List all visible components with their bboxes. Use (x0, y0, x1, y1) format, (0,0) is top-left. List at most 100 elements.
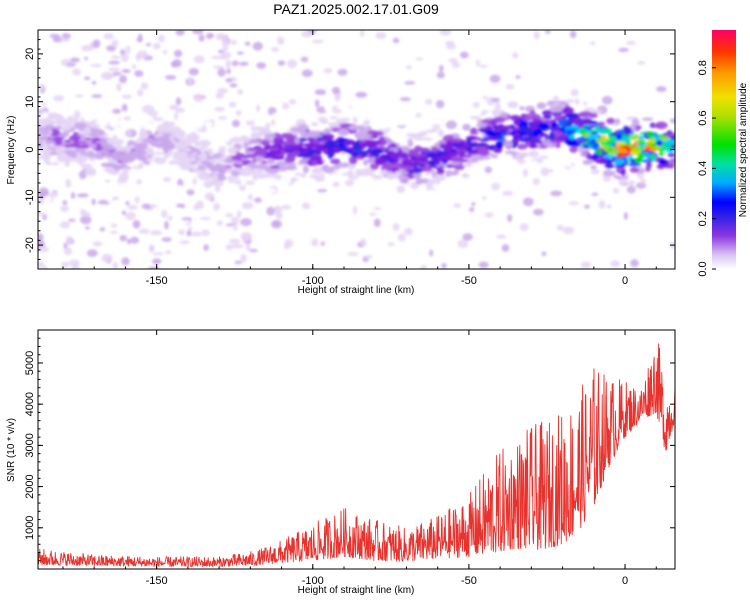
heatmap-cell (457, 239, 469, 249)
heatmap-cell (270, 165, 280, 169)
heatmap-cell (233, 226, 238, 231)
heatmap-cell (359, 150, 367, 154)
heatmap-cell (462, 143, 472, 148)
heatmap-cell (138, 228, 150, 234)
heatmap-cell (363, 255, 373, 259)
heatmap-cell (372, 175, 383, 180)
heatmap-cell (241, 233, 250, 243)
heatmap-cell (517, 143, 528, 150)
heatmap-cell (562, 107, 574, 114)
heatmap-cell (250, 165, 261, 169)
heatmap-cell (502, 190, 514, 196)
heatmap-cell (552, 95, 560, 101)
heatmap-cell (509, 114, 521, 121)
heatmap-cell (201, 229, 210, 237)
heatmap-cell (240, 155, 250, 159)
heatmap-cell (436, 167, 445, 176)
heatmap-cell (574, 98, 580, 106)
heatmap-cell (175, 97, 182, 106)
heatmap-cell (366, 202, 376, 211)
heatmap-cell (596, 138, 604, 144)
heatmap-cell (267, 147, 275, 151)
heatmap-cell (339, 123, 352, 128)
heatmap-cell (647, 139, 655, 144)
heatmap-cell (205, 148, 214, 153)
heatmap-cell (217, 49, 225, 54)
heatmap-cell (476, 122, 488, 128)
heatmap-cell (389, 143, 397, 147)
heatmap-cell (484, 212, 494, 218)
heatmap-cell (112, 261, 119, 269)
heatmap-cell (629, 167, 639, 173)
heatmap-cell (49, 33, 61, 38)
spectrogram-y-ticks: -20 -10 0 10 20 (24, 29, 675, 270)
heatmap-cell (162, 121, 168, 129)
heatmap-cell (201, 124, 207, 133)
heatmap-cell (81, 45, 93, 52)
heatmap-cell (590, 165, 597, 170)
heatmap-cell (125, 201, 130, 206)
heatmap-cell (204, 121, 213, 128)
heatmap-cell (268, 177, 277, 185)
heatmap-cell (371, 149, 382, 154)
heatmap-cell (288, 99, 297, 105)
heatmap-cell (161, 237, 172, 242)
heatmap-cell (264, 151, 276, 157)
heatmap-cell (85, 200, 92, 205)
heatmap-cell (532, 208, 544, 216)
heatmap-cell (300, 56, 309, 63)
heatmap-cell (373, 218, 381, 228)
heatmap-cell (536, 102, 547, 110)
heatmap-cell (61, 33, 72, 39)
heatmap-cell (469, 131, 480, 135)
heatmap-cell (669, 158, 675, 162)
heatmap-cell (139, 132, 146, 138)
heatmap-cell (191, 231, 203, 237)
colorbar-tick-label: 0.8 (697, 60, 709, 75)
heatmap-cell (323, 106, 332, 111)
heatmap-cell (193, 169, 201, 174)
heatmap-cell (99, 149, 108, 154)
heatmap-cell (405, 194, 419, 202)
heatmap-cell (387, 117, 400, 124)
heatmap-cell (121, 240, 127, 249)
heatmap-cell (106, 204, 115, 213)
heatmap-cell (471, 153, 481, 162)
heatmap-cell (495, 234, 507, 239)
heatmap-cell (519, 132, 528, 136)
spectrogram-x-label: Height of straight line (km) (298, 285, 415, 296)
heatmap-cell (399, 170, 409, 176)
heatmap-cell (131, 151, 138, 156)
heatmap-cell (123, 116, 131, 121)
heatmap-cell (91, 198, 96, 206)
heatmap-cell (265, 123, 271, 128)
heatmap-cell (328, 122, 338, 128)
heatmap-cell (152, 258, 162, 265)
colorbar-gradient (712, 30, 736, 269)
heatmap-cell (657, 163, 667, 168)
heatmap-cell (651, 181, 660, 188)
heatmap-cell (645, 165, 651, 172)
heatmap-cell (320, 241, 325, 246)
heatmap-cell (114, 153, 127, 158)
heatmap-cell (77, 154, 89, 163)
heatmap-cell (447, 161, 461, 166)
heatmap-cell (650, 154, 657, 161)
heatmap-cell (358, 127, 367, 135)
heatmap-cell (533, 129, 543, 134)
heatmap-cell (469, 128, 478, 133)
heatmap-cell (170, 60, 179, 68)
heatmap-cell (591, 192, 599, 196)
heatmap-cell (339, 146, 348, 151)
heatmap-cell (115, 150, 124, 154)
snr-frame (37, 329, 676, 570)
heatmap-cell (609, 108, 622, 115)
heatmap-cell (122, 167, 130, 174)
heatmap-cell (381, 223, 392, 232)
snr-y-label: SNR (10 * v/v) (6, 418, 17, 482)
heatmap-cell (626, 185, 636, 194)
heatmap-cell (99, 227, 106, 232)
heatmap-cell (276, 160, 289, 166)
heatmap-cell (182, 176, 194, 183)
